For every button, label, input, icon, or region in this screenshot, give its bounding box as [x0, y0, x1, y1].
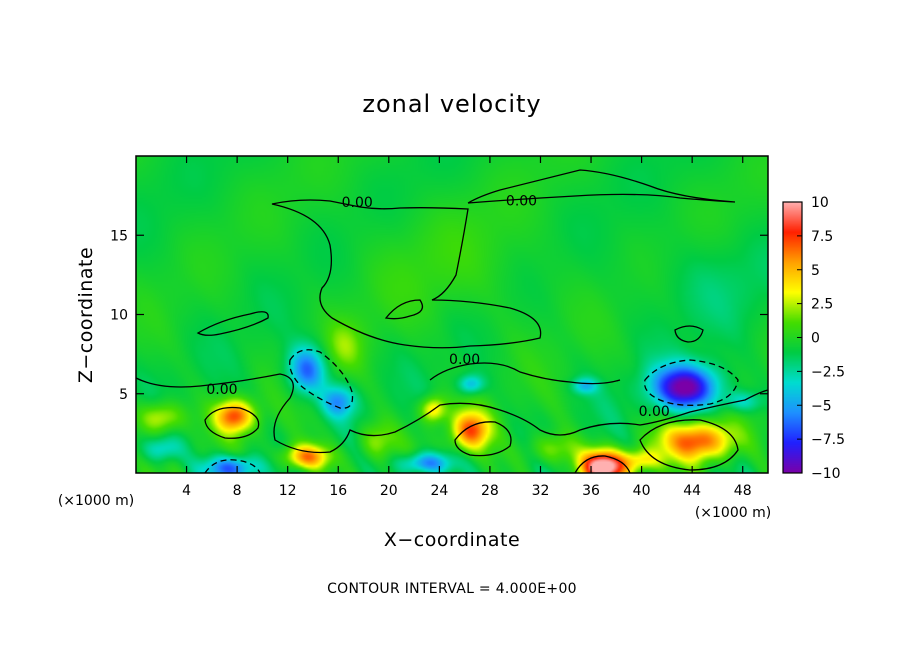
x-tick-label: 12 — [279, 483, 297, 499]
colorbar-tick-label: 7.5 — [811, 229, 833, 245]
x-tick-label: 4 — [182, 483, 191, 499]
contour-label: 0.00 — [449, 352, 480, 368]
contour-neg-bottom — [204, 459, 261, 473]
colorbar-tick-label: −5 — [811, 398, 832, 414]
contour-pos-mid — [454, 421, 512, 457]
x-tick-label: 28 — [481, 483, 499, 499]
y-tick-label: 15 — [110, 228, 128, 244]
x-axis-label: X−coordinate — [384, 529, 520, 551]
contour-neg-core-2 — [289, 349, 354, 409]
colorbar-tick-label: 0 — [811, 331, 820, 347]
contour-mid — [429, 362, 621, 385]
y-tick-label: 5 — [119, 387, 128, 403]
contour-labels: 0.00 0.00 0.00 0.00 0.00 — [206, 193, 669, 420]
velocity-field — [136, 156, 768, 473]
y-tick-label: 10 — [110, 308, 128, 324]
contour-interval-text: CONTOUR INTERVAL = 4.000E+00 — [327, 581, 577, 597]
contour-lower-wave — [136, 373, 768, 454]
x-tick-label: 44 — [683, 483, 701, 499]
x-tick-label: 8 — [233, 483, 242, 499]
contour-label: 0.00 — [206, 382, 237, 398]
plot-area — [136, 156, 768, 473]
contour-lines — [136, 169, 768, 473]
contour-neg-core — [643, 359, 739, 406]
contour-label: 0.00 — [342, 195, 373, 211]
x-axis-ticks: 4 8 12 16 20 24 28 32 36 40 44 48 — [182, 156, 752, 499]
colorbar-tick-label: 10 — [811, 195, 829, 211]
contour-pos-right — [639, 419, 739, 471]
colorbar-tick-label: 2.5 — [811, 297, 833, 313]
contour-left-band — [196, 311, 269, 336]
x-tick-label: 20 — [380, 483, 398, 499]
colorbar: 10 7.5 5 2.5 0 −2.5 −5 −7.5 −10 — [782, 195, 845, 482]
contour-small-2 — [674, 325, 704, 343]
contour-label: 0.00 — [506, 193, 537, 209]
x-tick-label: 40 — [633, 483, 651, 499]
x-unit-label-right: (×1000 m) — [695, 505, 771, 521]
contour-small-1 — [384, 299, 424, 320]
y-axis-ticks: 5 10 15 — [110, 228, 768, 403]
x-tick-label: 48 — [734, 483, 752, 499]
x-tick-label: 32 — [532, 483, 550, 499]
colorbar-tick-label: −2.5 — [811, 364, 845, 380]
x-tick-label: 24 — [430, 483, 448, 499]
contour-label: 0.00 — [639, 404, 670, 420]
contour-pos-left — [204, 406, 260, 439]
contour-zero-top — [467, 169, 736, 204]
x-tick-label: 36 — [582, 483, 600, 499]
y-axis-label: Z−coordinate — [75, 247, 97, 383]
colorbar-tick-label: 5 — [811, 263, 820, 279]
x-unit-label-left: (×1000 m) — [58, 493, 134, 509]
chart-title: zonal velocity — [362, 90, 541, 118]
contour-pos-bottom — [574, 455, 631, 473]
colorbar-tick-label: −7.5 — [811, 432, 845, 448]
contour-zero-upper — [271, 199, 542, 349]
x-tick-label: 16 — [329, 483, 347, 499]
colorbar-tick-label: −10 — [811, 466, 841, 482]
